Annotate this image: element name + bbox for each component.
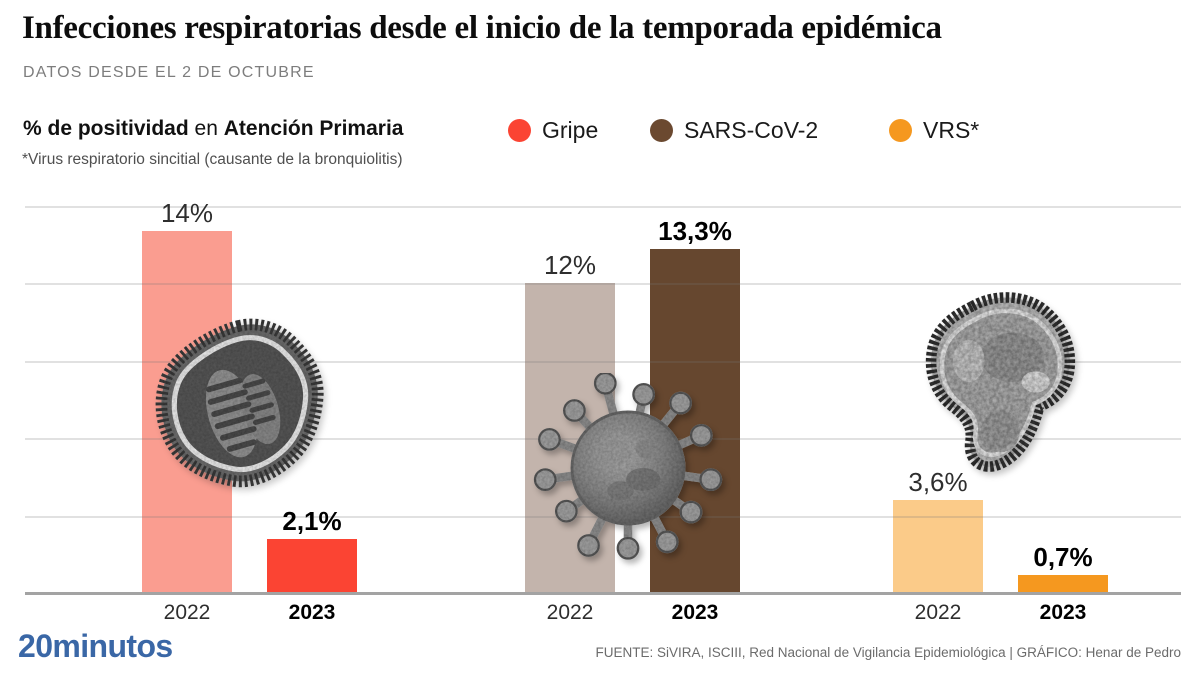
legend-item-vrs: VRS* xyxy=(889,117,979,144)
coronavirus-image xyxy=(533,373,723,560)
20minutos-logo: 20minutos xyxy=(18,628,173,664)
value-label-Gripe-2022: 14% xyxy=(160,198,214,228)
gridline-9pct xyxy=(25,360,1181,363)
legend-label-gripe: Gripe xyxy=(542,117,599,143)
value-label-VRS-2023: 0,7% xyxy=(1033,542,1093,572)
value-label-SARS-CoV-2-2022: 12% xyxy=(543,250,597,280)
x-axis-label-2023: 2023 xyxy=(671,601,719,624)
x-axis-label-2022: 2022 xyxy=(914,601,962,624)
x-axis-label-2022: 2022 xyxy=(163,601,211,624)
measure-bold-positivity: % de positividad xyxy=(23,117,189,140)
value-label-Gripe-2023: 2,1% xyxy=(282,506,342,536)
x-axis-label-2023: 2023 xyxy=(288,601,336,624)
vrs-dot-icon xyxy=(889,119,912,142)
value-label-VRS-2022: 3,6% xyxy=(908,467,968,497)
legend-item-gripe: Gripe xyxy=(508,117,598,144)
influenza-virus-image xyxy=(155,318,324,488)
measure-mid: en xyxy=(188,117,224,140)
legend-label-vrs: VRS* xyxy=(923,117,980,143)
x-axis-label-2022: 2022 xyxy=(546,601,594,624)
x-axis-label-2023: 2023 xyxy=(1039,601,1087,624)
sars-dot-icon xyxy=(650,119,673,142)
subtitle: DATOS DESDE EL 2 DE OCTUBRE xyxy=(23,64,315,81)
value-label-SARS-CoV-2-2023: 13,3% xyxy=(658,216,732,246)
bar-VRS-2022 xyxy=(893,500,983,593)
measure-label: % de positividad en Atención Primaria xyxy=(23,117,403,141)
legend-item-sars: SARS-CoV-2 xyxy=(650,117,818,144)
bar-VRS-2023 xyxy=(1018,575,1108,593)
gridline-12pct xyxy=(25,283,1181,285)
legend-label-sars: SARS-CoV-2 xyxy=(684,117,819,143)
footnote: *Virus respiratorio sincitial (causante … xyxy=(22,151,403,168)
x-axis-line xyxy=(25,592,1181,595)
source-credit: FUENTE: SiVIRA, ISCIII, Red Nacional de … xyxy=(595,645,1181,660)
bar-Gripe-2023 xyxy=(267,539,357,593)
gripe-dot-icon xyxy=(508,119,531,142)
measure-bold-primary-care: Atención Primaria xyxy=(223,117,404,140)
page-title: Infecciones respiratorias desde el inici… xyxy=(22,10,942,46)
gridline-15pct xyxy=(25,205,1181,208)
rsv-virus-image xyxy=(925,292,1076,472)
